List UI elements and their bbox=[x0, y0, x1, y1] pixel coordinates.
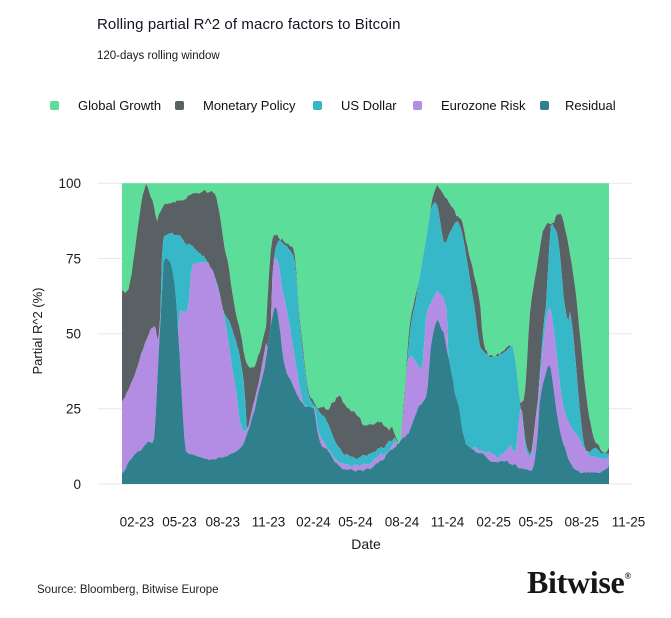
svg-text:Date: Date bbox=[351, 536, 381, 552]
svg-text:75: 75 bbox=[66, 251, 81, 266]
svg-text:08-23: 08-23 bbox=[206, 515, 241, 530]
svg-text:11-25: 11-25 bbox=[612, 515, 646, 530]
svg-text:08-24: 08-24 bbox=[385, 515, 420, 530]
svg-text:05-23: 05-23 bbox=[162, 515, 197, 530]
svg-text:100: 100 bbox=[58, 176, 81, 191]
svg-text:05-24: 05-24 bbox=[338, 515, 373, 530]
svg-text:25: 25 bbox=[66, 402, 81, 417]
svg-text:11-23: 11-23 bbox=[252, 515, 286, 530]
svg-text:08-25: 08-25 bbox=[565, 515, 600, 530]
svg-text:11-24: 11-24 bbox=[431, 515, 465, 530]
svg-text:0: 0 bbox=[73, 477, 81, 492]
svg-text:02-23: 02-23 bbox=[120, 515, 155, 530]
svg-text:Partial R^2 (%): Partial R^2 (%) bbox=[30, 287, 45, 374]
svg-text:50: 50 bbox=[66, 327, 81, 342]
svg-text:02-24: 02-24 bbox=[296, 515, 331, 530]
svg-text:05-25: 05-25 bbox=[519, 515, 554, 530]
svg-text:02-25: 02-25 bbox=[476, 515, 511, 530]
